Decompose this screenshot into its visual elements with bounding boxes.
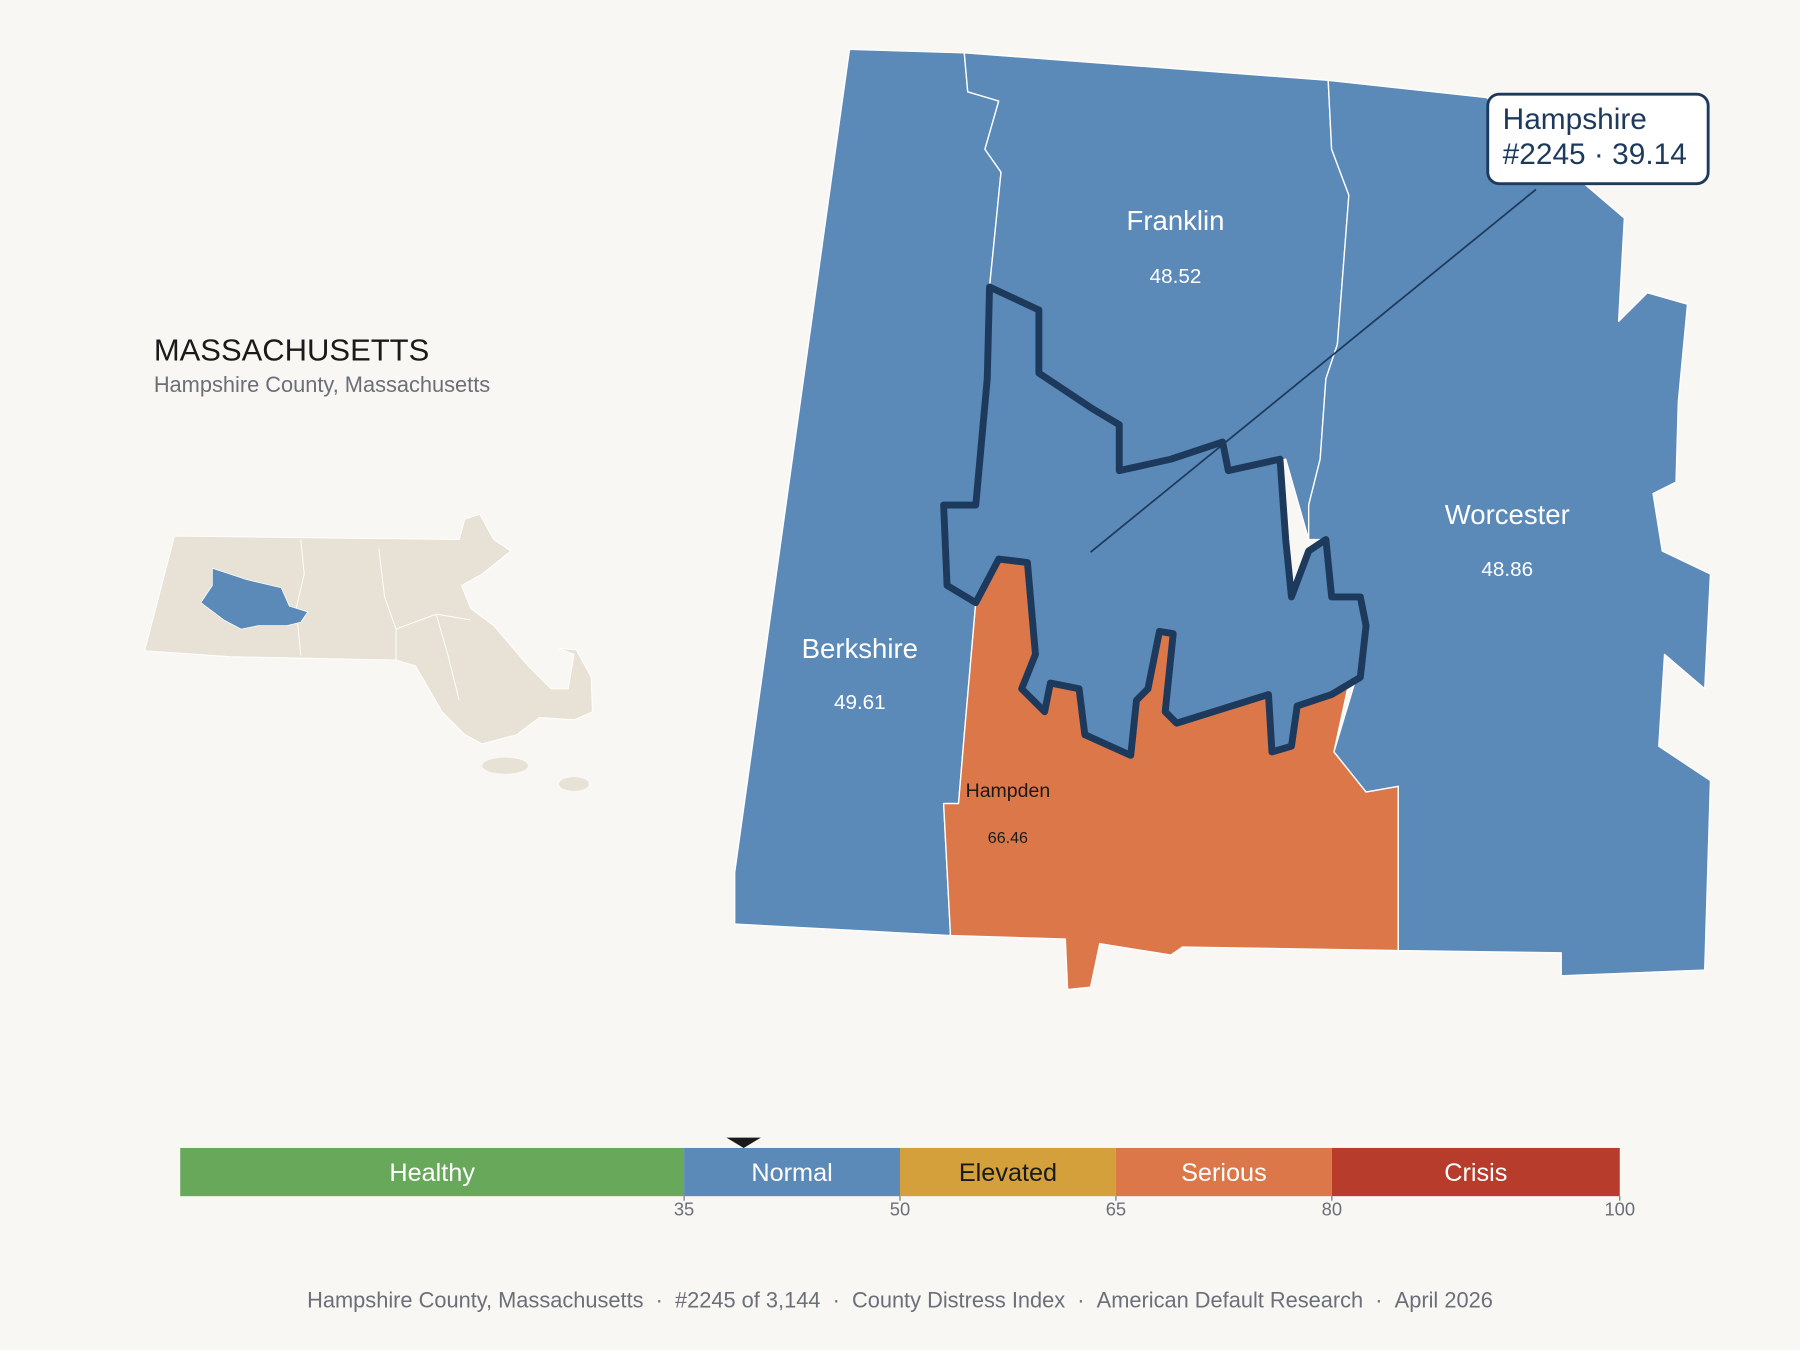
tick-label: 80 xyxy=(1322,1198,1342,1219)
footer-item: American Default Research xyxy=(1097,1287,1364,1312)
county-value: 48.86 xyxy=(1481,558,1533,581)
inset-border xyxy=(295,539,305,656)
title: MASSACHUSETTS xyxy=(154,333,429,368)
separator: · xyxy=(820,1287,851,1312)
county-value: 66.46 xyxy=(988,829,1028,847)
scale-band xyxy=(900,1147,1116,1197)
scale-band xyxy=(684,1147,900,1197)
tick-label: 35 xyxy=(674,1198,694,1219)
island xyxy=(559,777,589,791)
tick-label: 50 xyxy=(890,1198,910,1219)
footer-item: Hampshire County, Massachusetts xyxy=(307,1287,643,1312)
band-label: Crisis xyxy=(1444,1159,1507,1187)
band-label: Normal xyxy=(751,1159,832,1187)
inset-border xyxy=(378,548,397,661)
separator: · xyxy=(1065,1287,1096,1312)
subtitle: Hampshire County, Massachusetts xyxy=(154,372,490,397)
detail-map: Franklin 48.52 Worcester 48.86 Berkshire… xyxy=(734,48,1712,991)
separator: · xyxy=(1363,1287,1394,1312)
tick-label: 65 xyxy=(1106,1198,1126,1219)
band-label: Healthy xyxy=(389,1159,475,1187)
scale-band xyxy=(1115,1147,1332,1197)
callout-rank: #2245 xyxy=(1503,137,1586,170)
county-value: 48.52 xyxy=(1150,265,1202,288)
callout-score: 39.14 xyxy=(1612,137,1687,170)
county-value: 49.61 xyxy=(834,691,886,714)
county-name: Hampden xyxy=(966,780,1051,802)
county-shape xyxy=(1307,79,1712,977)
island xyxy=(482,757,529,774)
band-label: Elevated xyxy=(959,1159,1057,1187)
callout-box xyxy=(1486,92,1710,186)
score-marker xyxy=(726,1137,761,1148)
footer-item: County Distress Index xyxy=(852,1287,1065,1312)
legend-scale: Healthy Normal Elevated Serious Crisis 35 50 65… xyxy=(180,1137,1635,1219)
tick-label: 100 xyxy=(1604,1198,1635,1219)
separator: · xyxy=(644,1287,675,1312)
inset-border xyxy=(435,614,460,701)
inset-highlight xyxy=(200,567,309,630)
callout-detail: #2245 · 39.14 xyxy=(1503,137,1687,170)
selected-county xyxy=(940,283,1370,759)
state-shape xyxy=(144,513,593,745)
band-label: Serious xyxy=(1181,1159,1267,1187)
footer: Hampshire County, Massachusetts · #2245 … xyxy=(307,1287,1493,1312)
county-name: Franklin xyxy=(1127,205,1225,236)
footer-item: #2245 of 3,144 xyxy=(675,1287,820,1312)
county-name: Worcester xyxy=(1445,499,1570,530)
scale-band xyxy=(1331,1147,1620,1197)
callout-name: Hampshire xyxy=(1503,103,1647,136)
footer-item: April 2026 xyxy=(1395,1287,1493,1312)
leader-line xyxy=(1090,188,1537,553)
separator: · xyxy=(1594,137,1604,170)
county-name: Berkshire xyxy=(802,633,918,664)
inset-map xyxy=(144,513,593,791)
scale-band xyxy=(180,1147,685,1197)
